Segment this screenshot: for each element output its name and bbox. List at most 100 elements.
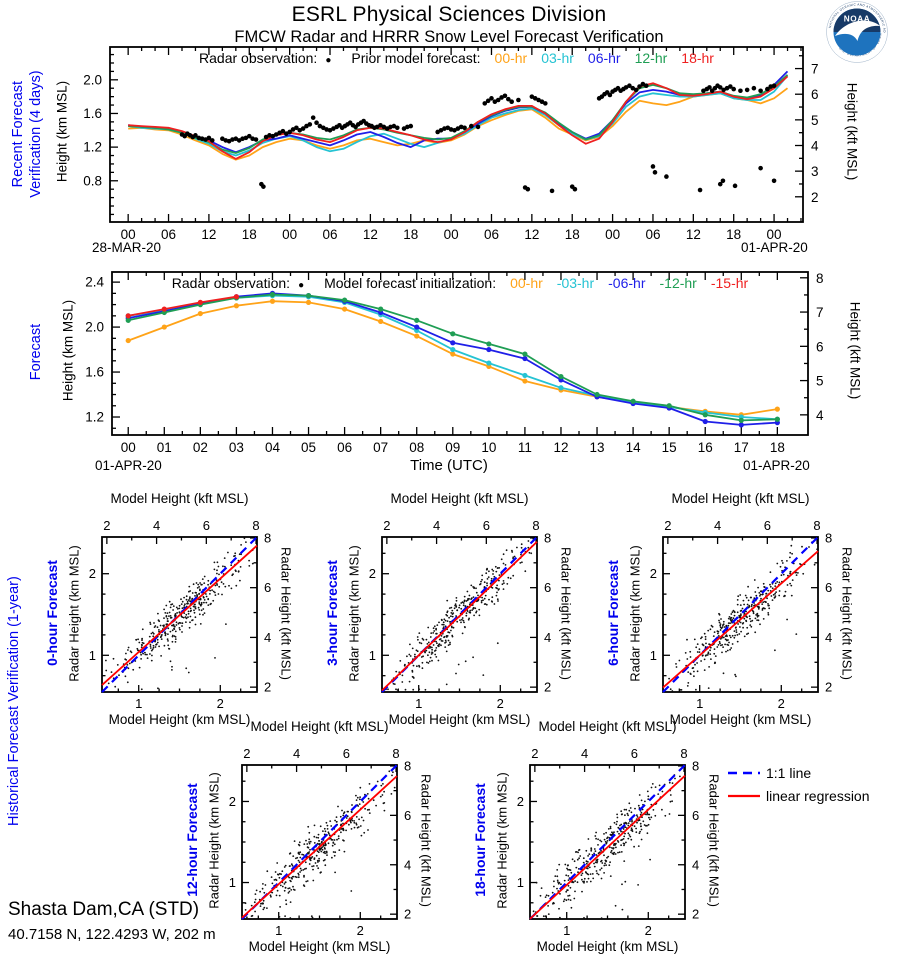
scatter-left-axis-label: Radar Height (km MSL) <box>66 544 82 682</box>
scatter-top-axis-label: Model Height (kft MSL) <box>538 719 677 734</box>
scatter-forecast-label: 6-hour Forecast <box>605 559 621 666</box>
legend-item-00-hr: 00-hr <box>510 275 543 291</box>
svg-text:06: 06 <box>484 227 499 242</box>
svg-text:4: 4 <box>153 518 160 533</box>
panel1-legend: Radar observation: ● Prior model forecast:… <box>110 50 803 66</box>
panel1-date-left: 28-MAR-20 <box>92 240 162 255</box>
legend-obs-label: Radar observation: <box>199 50 318 66</box>
svg-text:12: 12 <box>201 227 216 242</box>
svg-text:2: 2 <box>89 566 96 581</box>
scatter-top-axis-label: Model Height (kft MSL) <box>250 719 389 734</box>
svg-text:6: 6 <box>404 808 411 823</box>
svg-text:1: 1 <box>275 923 282 938</box>
scatter-right-axis-label: Radar Height (kft MSL) <box>706 774 722 907</box>
svg-text:4: 4 <box>714 518 721 533</box>
svg-text:6: 6 <box>264 580 271 595</box>
svg-text:1: 1 <box>517 875 524 890</box>
legend-item-06-hr: 06-hr <box>587 50 621 66</box>
svg-text:1.2: 1.2 <box>85 410 104 425</box>
svg-text:2: 2 <box>243 746 250 761</box>
svg-text:6: 6 <box>764 518 771 533</box>
svg-text:12: 12 <box>553 440 568 455</box>
svg-text:1.6: 1.6 <box>85 365 104 380</box>
panel2-ylabel: Height (km MSL) <box>60 299 76 402</box>
svg-text:5: 5 <box>816 374 824 389</box>
svg-text:1: 1 <box>369 648 376 663</box>
scatter-forecast-label: 18-hour Forecast <box>472 783 488 897</box>
scatter-forecast-label: 12-hour Forecast <box>184 783 200 897</box>
svg-text:2.0: 2.0 <box>85 320 104 335</box>
scatter-bottom-axis-label: Model Height (km MSL) <box>669 712 812 727</box>
legend-model-label: Prior model forecast: <box>351 50 481 66</box>
svg-text:1: 1 <box>696 696 703 711</box>
svg-text:2: 2 <box>357 923 364 938</box>
svg-text:1.6: 1.6 <box>83 106 102 121</box>
svg-text:2: 2 <box>645 923 652 938</box>
svg-text:1: 1 <box>135 696 142 711</box>
legend-item-12-hr: 12-hr <box>634 50 668 66</box>
svg-text:2: 2 <box>811 190 819 205</box>
svg-text:6: 6 <box>692 808 699 823</box>
svg-text:01: 01 <box>157 440 172 455</box>
svg-text:17: 17 <box>734 440 749 455</box>
legend-item-00-hr: 00-hr <box>494 50 528 66</box>
svg-text:14: 14 <box>626 440 642 455</box>
noaa-logo: NATIONAL OCEANIC AND ATMOSPHERIC ADMINIS… <box>826 1 888 63</box>
panel1-date-right: 01-APR-20 <box>741 240 808 255</box>
svg-text:8: 8 <box>252 518 259 533</box>
hist-side-label: Historical Forecast Verification (1-year… <box>5 576 22 826</box>
svg-text:2: 2 <box>544 680 551 695</box>
scatter-left-axis-label: Radar Height (km MSL) <box>494 772 510 909</box>
scatter-bottom-axis-label: Model Height (km MSL) <box>108 712 251 727</box>
panel1-ylabel: Height (km MSL) <box>54 80 70 183</box>
legend-obs-label: Radar observation: <box>171 275 291 291</box>
svg-text:7: 7 <box>811 62 819 77</box>
svg-text:4: 4 <box>404 857 411 872</box>
legend-item-18-hr: 18-hr <box>681 50 714 66</box>
svg-text:02: 02 <box>193 440 208 455</box>
panel2-date-left: 01-APR-20 <box>95 458 162 473</box>
svg-text:2: 2 <box>103 518 110 533</box>
svg-text:4: 4 <box>581 746 588 761</box>
scatter-panel-12-hour-forecast: 1 1 2 2 2 2 4 4 6 6 88 <box>229 746 411 938</box>
svg-text:18: 18 <box>403 227 418 242</box>
legend-model-label: Model forecast initialization: <box>324 275 497 291</box>
scatter-left-axis-label: Radar Height (km MSL) <box>346 544 362 682</box>
svg-text:05: 05 <box>301 440 316 455</box>
svg-text:08: 08 <box>409 440 424 455</box>
svg-text:5: 5 <box>811 113 819 128</box>
svg-text:1: 1 <box>415 696 422 711</box>
svg-text:2: 2 <box>650 566 657 581</box>
svg-text:6: 6 <box>544 580 551 595</box>
svg-text:15: 15 <box>662 440 677 455</box>
scatter-top-axis-label: Model Height (kft MSL) <box>110 491 249 506</box>
svg-text:13: 13 <box>590 440 605 455</box>
svg-text:3: 3 <box>811 164 819 179</box>
svg-text:8: 8 <box>692 758 699 773</box>
legend-item-12-hr: -12-hr <box>659 275 697 291</box>
svg-text:2.0: 2.0 <box>83 72 102 87</box>
series-line-03-hr <box>128 75 789 157</box>
svg-text:18: 18 <box>565 227 580 242</box>
svg-text:6: 6 <box>811 87 819 102</box>
svg-text:4: 4 <box>433 518 440 533</box>
scatter-panel-0-hour-forecast: 1 1 2 2 2 2 4 4 6 6 88 <box>89 518 271 711</box>
svg-text:2: 2 <box>778 696 785 711</box>
scatter-top-axis-label: Model Height (kft MSL) <box>671 491 810 506</box>
svg-text:1.2: 1.2 <box>83 140 102 155</box>
panel1-side-label: Recent Forecast Verification (4 days) <box>9 70 44 198</box>
noaa-bird-icon <box>835 20 880 42</box>
svg-text:4: 4 <box>293 746 300 761</box>
scatter-bottom-axis-label: Model Height (km MSL) <box>388 712 531 727</box>
svg-text:6: 6 <box>816 339 824 354</box>
scatter-top-axis-label: Model Height (kft MSL) <box>390 491 529 506</box>
svg-text:00: 00 <box>121 440 136 455</box>
scatter-right-axis-label: Radar Height (kft MSL) <box>278 546 294 680</box>
legend-obs-marker-dot: ● <box>298 280 305 291</box>
svg-text:8: 8 <box>680 746 687 761</box>
panel2-ylabel-right: Height (kft MSL) <box>847 301 863 400</box>
svg-text:0.8: 0.8 <box>83 173 102 188</box>
series-line--12-hr <box>128 293 778 422</box>
svg-text:1: 1 <box>229 875 236 890</box>
